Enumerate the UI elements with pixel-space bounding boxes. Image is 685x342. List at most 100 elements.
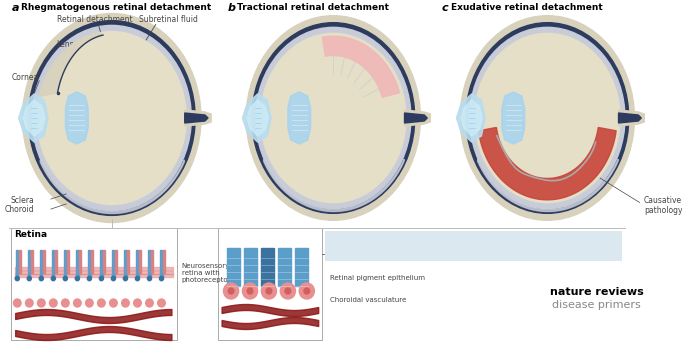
Bar bbox=[227, 248, 240, 286]
Circle shape bbox=[39, 276, 43, 281]
Bar bbox=[115, 250, 117, 273]
Bar bbox=[31, 250, 33, 273]
Circle shape bbox=[27, 276, 32, 281]
Bar bbox=[262, 248, 274, 286]
Text: disease primers: disease primers bbox=[552, 300, 641, 310]
Bar bbox=[103, 250, 105, 273]
Text: Subretinal fluid: Subretinal fluid bbox=[139, 15, 198, 24]
Circle shape bbox=[299, 283, 314, 299]
Circle shape bbox=[304, 288, 310, 294]
Bar bbox=[100, 250, 103, 277]
Polygon shape bbox=[242, 94, 271, 142]
Ellipse shape bbox=[23, 13, 201, 223]
Text: Exudative retinal detachment: Exudative retinal detachment bbox=[451, 3, 603, 12]
Circle shape bbox=[25, 299, 33, 307]
Bar bbox=[160, 250, 162, 277]
Circle shape bbox=[266, 288, 272, 294]
Circle shape bbox=[51, 276, 55, 281]
Polygon shape bbox=[502, 92, 525, 144]
Bar bbox=[88, 250, 90, 277]
Bar bbox=[124, 250, 127, 277]
Circle shape bbox=[86, 299, 93, 307]
FancyBboxPatch shape bbox=[218, 228, 322, 340]
Bar bbox=[245, 248, 257, 286]
Polygon shape bbox=[479, 128, 616, 200]
Text: Lens: Lens bbox=[56, 40, 73, 49]
Circle shape bbox=[97, 299, 105, 307]
Polygon shape bbox=[456, 94, 485, 142]
Ellipse shape bbox=[28, 21, 195, 215]
Circle shape bbox=[112, 276, 116, 281]
Circle shape bbox=[223, 283, 238, 299]
Bar bbox=[151, 250, 153, 273]
Polygon shape bbox=[185, 113, 208, 123]
Ellipse shape bbox=[256, 27, 411, 209]
Circle shape bbox=[228, 288, 234, 294]
Polygon shape bbox=[66, 92, 88, 144]
Bar bbox=[295, 248, 308, 286]
Polygon shape bbox=[461, 100, 482, 136]
Text: Sclera: Sclera bbox=[10, 196, 34, 205]
Circle shape bbox=[14, 299, 21, 307]
Ellipse shape bbox=[460, 16, 634, 220]
Text: Neurosensory
retina with
photoreceptors: Neurosensory retina with photoreceptors bbox=[182, 263, 235, 283]
Circle shape bbox=[122, 299, 129, 307]
Circle shape bbox=[15, 276, 19, 281]
Circle shape bbox=[73, 299, 81, 307]
Circle shape bbox=[280, 283, 295, 299]
Circle shape bbox=[87, 276, 92, 281]
Text: Causative
pathology: Causative pathology bbox=[644, 196, 682, 215]
Text: c: c bbox=[441, 3, 448, 13]
FancyBboxPatch shape bbox=[12, 228, 177, 340]
Bar bbox=[79, 250, 81, 273]
Circle shape bbox=[38, 299, 45, 307]
Bar bbox=[52, 250, 55, 277]
Text: Rhegmatogenous retinal detachment: Rhegmatogenous retinal detachment bbox=[21, 3, 211, 12]
Polygon shape bbox=[40, 32, 103, 96]
Polygon shape bbox=[288, 92, 310, 144]
Polygon shape bbox=[405, 110, 430, 126]
Text: Retina: Retina bbox=[14, 230, 47, 239]
Bar bbox=[67, 250, 69, 273]
Circle shape bbox=[147, 276, 151, 281]
Text: Retinal pigment epithelium: Retinal pigment epithelium bbox=[330, 275, 425, 281]
Circle shape bbox=[285, 288, 290, 294]
Circle shape bbox=[63, 276, 67, 281]
Text: Retinal detachment: Retinal detachment bbox=[57, 15, 132, 24]
Polygon shape bbox=[323, 36, 399, 97]
Polygon shape bbox=[247, 100, 268, 136]
FancyBboxPatch shape bbox=[325, 231, 622, 261]
Circle shape bbox=[99, 276, 103, 281]
Bar bbox=[149, 250, 151, 277]
Polygon shape bbox=[18, 94, 48, 142]
Circle shape bbox=[49, 299, 57, 307]
Bar bbox=[55, 250, 57, 273]
Circle shape bbox=[62, 299, 69, 307]
Polygon shape bbox=[405, 113, 427, 123]
Text: b: b bbox=[227, 3, 235, 13]
Bar bbox=[16, 250, 18, 277]
Ellipse shape bbox=[252, 23, 414, 213]
Bar bbox=[136, 250, 138, 277]
Circle shape bbox=[262, 283, 277, 299]
Circle shape bbox=[136, 276, 140, 281]
Text: a: a bbox=[12, 3, 19, 13]
Circle shape bbox=[123, 276, 127, 281]
Bar bbox=[18, 250, 21, 273]
Bar bbox=[112, 250, 114, 277]
Bar bbox=[139, 250, 141, 273]
Text: Tractional retinal detachment: Tractional retinal detachment bbox=[237, 3, 389, 12]
Polygon shape bbox=[23, 100, 45, 136]
Polygon shape bbox=[185, 110, 211, 126]
Text: Choroidal vasculature: Choroidal vasculature bbox=[330, 297, 407, 303]
Ellipse shape bbox=[466, 23, 629, 213]
Bar bbox=[40, 250, 42, 277]
Circle shape bbox=[247, 288, 253, 294]
Text: Tractional
membrane: Tractional membrane bbox=[317, 85, 359, 104]
Ellipse shape bbox=[475, 34, 620, 202]
Circle shape bbox=[134, 299, 141, 307]
Bar bbox=[28, 250, 30, 277]
Circle shape bbox=[146, 299, 153, 307]
Circle shape bbox=[160, 276, 164, 281]
Text: Cornea: Cornea bbox=[12, 73, 38, 82]
